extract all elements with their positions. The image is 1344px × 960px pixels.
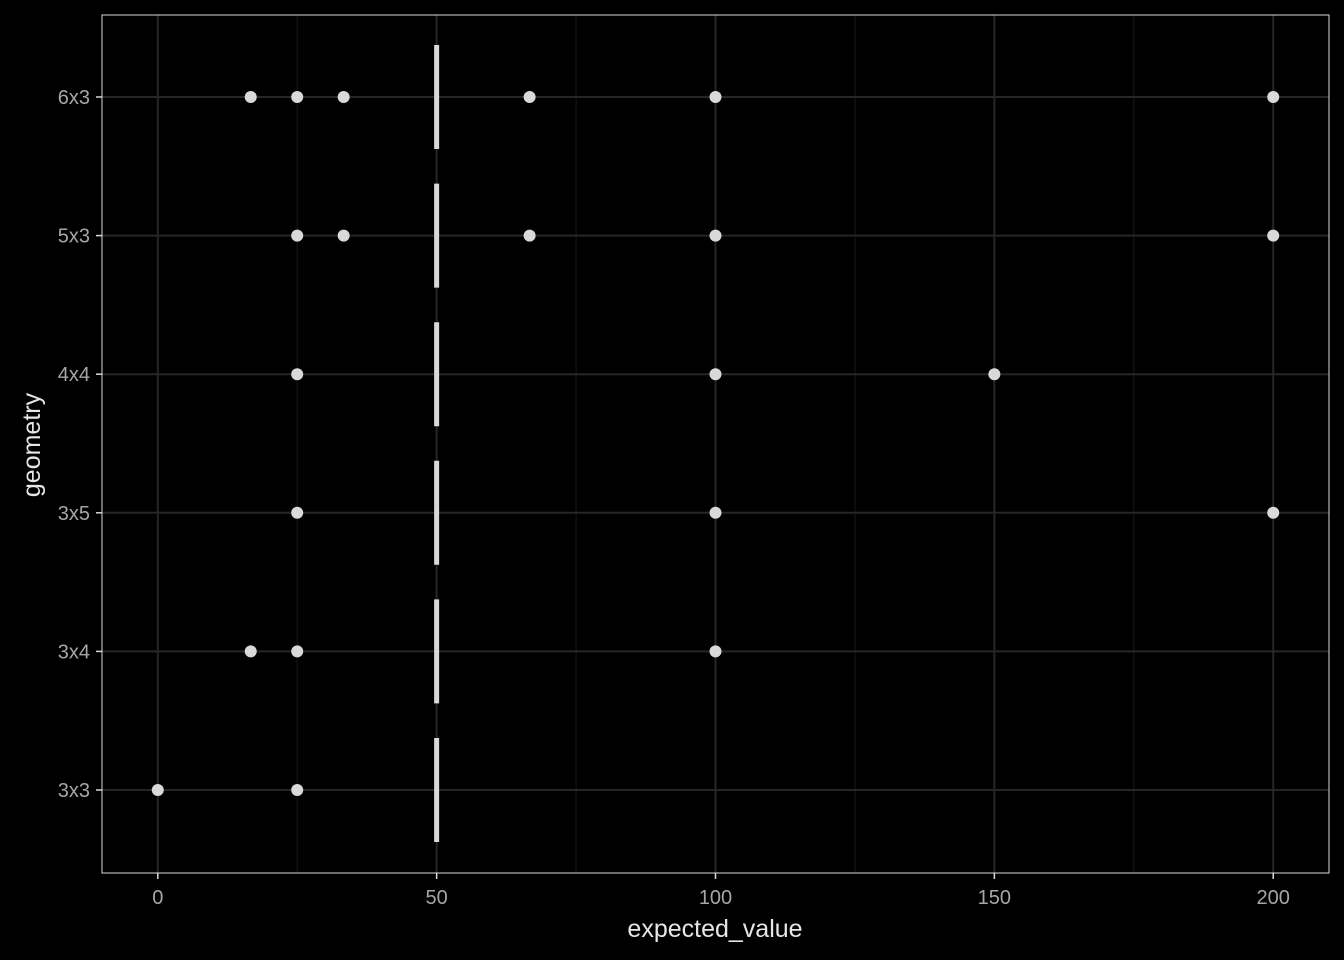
y-tick-label: 5x3: [58, 226, 90, 248]
x-axis-ticks: 0 50 100 150 200: [152, 873, 1290, 909]
data-point: [291, 645, 304, 658]
data-point: [1267, 91, 1280, 103]
x-tick-label: 150: [978, 887, 1011, 909]
y-tick-label: 3x4: [58, 641, 90, 663]
data-point: [988, 368, 1001, 381]
data-point: [337, 229, 350, 242]
y-axis-title: geometry: [18, 392, 46, 497]
data-points: [151, 91, 1280, 796]
y-axis-ticks: 3x3 3x4 3x5 4x4 5x3 6x3: [58, 87, 102, 802]
x-tick-label: 200: [1257, 887, 1290, 909]
data-point: [291, 368, 304, 381]
data-point: [1267, 506, 1280, 519]
y-tick-label: 3x3: [58, 780, 90, 802]
data-point: [709, 229, 722, 242]
y-tick-label: 4x4: [58, 364, 90, 386]
data-point: [709, 368, 722, 381]
data-point: [244, 91, 257, 103]
data-point: [523, 91, 536, 103]
data-point: [291, 506, 304, 519]
grid-minor: [296, 15, 1135, 873]
data-point: [244, 645, 257, 658]
x-tick-label: 0: [152, 887, 163, 909]
data-point: [151, 784, 164, 796]
data-point: [291, 229, 304, 242]
data-point: [709, 645, 722, 658]
data-point: [523, 229, 536, 242]
data-point: [291, 784, 304, 796]
data-point: [291, 91, 304, 103]
y-tick-label: 6x3: [58, 87, 90, 109]
data-point: [337, 91, 350, 103]
data-point: [709, 506, 722, 519]
x-tick-label: 50: [426, 887, 448, 909]
grid-major: [102, 15, 1329, 873]
y-tick-label: 3x5: [58, 503, 90, 525]
x-axis-title: expected_value: [627, 915, 802, 943]
data-point: [1267, 229, 1280, 242]
x-tick-label: 100: [699, 887, 732, 909]
data-point: [709, 91, 722, 103]
